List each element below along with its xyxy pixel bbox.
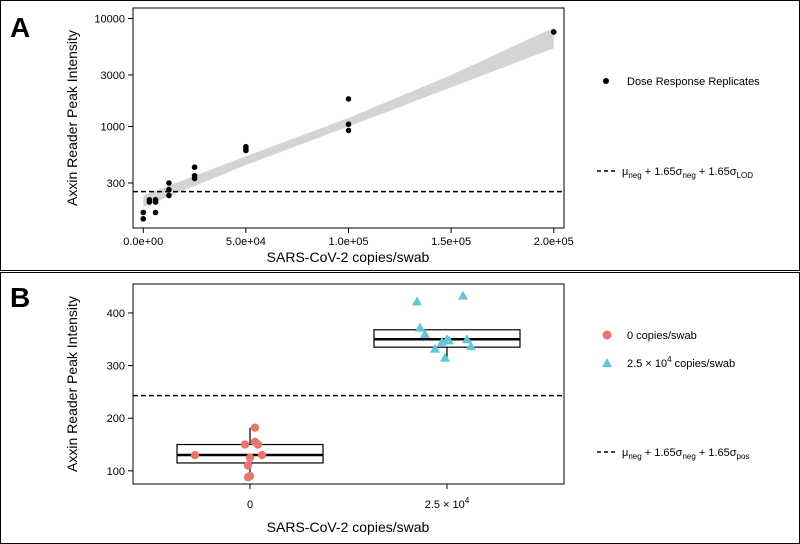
data-point bbox=[140, 209, 147, 216]
legend-b-group2-marker bbox=[602, 358, 612, 367]
y-tick-label: 10000 bbox=[94, 13, 125, 25]
panel-a-confidence-band bbox=[143, 27, 554, 207]
data-point bbox=[146, 196, 153, 203]
x-tick-label: 0 bbox=[247, 499, 253, 511]
x-tick-label: 5.0e+04 bbox=[226, 236, 266, 248]
y-tick-label: 3000 bbox=[101, 70, 125, 82]
y-tick-label: 300 bbox=[107, 361, 125, 373]
panel-b-label: B bbox=[10, 282, 30, 313]
y-tick-label: 400 bbox=[107, 308, 125, 320]
data-point bbox=[253, 440, 263, 449]
data-point bbox=[243, 143, 249, 150]
panel-a-fit-band bbox=[143, 27, 554, 207]
data-point bbox=[190, 450, 200, 460]
data-point bbox=[166, 180, 172, 186]
panel-b-x-ticks: 0 2.5 × 104 bbox=[247, 484, 470, 511]
legend-b-line-label: μneg + 1.65σneg + 1.65σpos bbox=[622, 447, 749, 461]
panel-a-x-axis-title: SARS-CoV-2 copies/swab bbox=[267, 249, 430, 265]
data-point bbox=[243, 461, 253, 470]
panel-b-y-axis-title: Axxin Reader Peak Intensity bbox=[64, 296, 80, 472]
data-point bbox=[345, 121, 352, 128]
panel-a-y-ticks: 300 1000 3000 10000 bbox=[94, 13, 133, 190]
data-point bbox=[466, 341, 476, 351]
data-point bbox=[462, 334, 472, 344]
data-point bbox=[430, 343, 440, 353]
panel-a-label: A bbox=[10, 12, 30, 43]
legend-b-group2-label: 2.5 × 104 copies/swab bbox=[627, 355, 735, 370]
data-point bbox=[420, 329, 430, 338]
panel-a-frame bbox=[0, 0, 800, 271]
y-tick-label: 300 bbox=[107, 178, 125, 190]
data-point bbox=[345, 127, 352, 134]
panel-b-points bbox=[190, 290, 476, 482]
data-point bbox=[458, 290, 468, 300]
x-tick-label: 1.5e+05 bbox=[431, 236, 471, 248]
panel-b-y-ticks: 100 200 300 400 bbox=[107, 308, 133, 478]
data-point bbox=[257, 450, 267, 460]
legend-a-points-label: Dose Response Replicates bbox=[627, 76, 760, 88]
x-tick-label: 2.0e+05 bbox=[534, 236, 574, 248]
panel-a-x-ticks: 0.0e+00 5.0e+04 1.0e+05 1.5e+05 2.0e+05 bbox=[123, 228, 574, 248]
data-point bbox=[415, 322, 425, 332]
panel-b-plot-area bbox=[132, 283, 565, 485]
data-point bbox=[245, 453, 255, 462]
data-point bbox=[440, 352, 450, 362]
x-tick-label: 1.0e+05 bbox=[328, 236, 368, 248]
legend-a-point-marker bbox=[603, 78, 609, 84]
data-point bbox=[191, 164, 198, 171]
y-tick-label: 200 bbox=[107, 413, 125, 425]
data-point bbox=[152, 209, 159, 216]
data-point bbox=[550, 29, 557, 35]
panel-b-x-axis-title: SARS-CoV-2 copies/swab bbox=[267, 519, 430, 535]
legend-b-group1-label: 0 copies/swab bbox=[627, 330, 697, 342]
data-point bbox=[245, 471, 255, 481]
data-point bbox=[140, 215, 147, 222]
data-point bbox=[240, 440, 250, 449]
data-point bbox=[152, 196, 159, 203]
data-point bbox=[191, 172, 198, 179]
y-tick-label: 1000 bbox=[101, 122, 125, 134]
legend-a-line-label: μneg + 1.65σneg + 1.65σLOD bbox=[622, 166, 753, 180]
data-point bbox=[250, 423, 260, 432]
data-point bbox=[412, 296, 422, 306]
panel-a-y-axis-title: Axxin Reader Peak Intensity bbox=[64, 30, 80, 206]
data-point bbox=[166, 192, 172, 199]
x-tick-label: 2.5 × 104 bbox=[425, 496, 470, 511]
panel-a-points bbox=[140, 29, 557, 222]
panel-b-boxplots bbox=[176, 329, 521, 477]
legend-b-group1-marker bbox=[602, 330, 612, 340]
y-tick-label: 100 bbox=[107, 466, 125, 478]
x-tick-label: 0.0e+00 bbox=[123, 236, 163, 248]
data-point bbox=[345, 96, 352, 102]
data-point bbox=[166, 186, 172, 193]
data-point bbox=[444, 335, 454, 345]
